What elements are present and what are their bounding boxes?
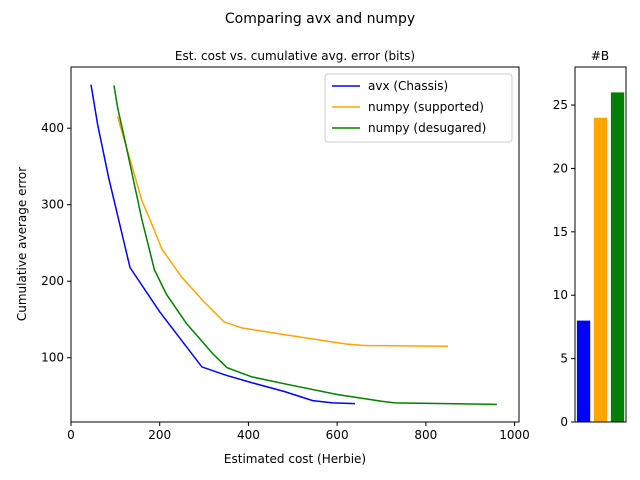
bar-y-tick-label: 15 [553, 225, 568, 239]
bar-chart: #B 0 5 10 15 20 25 [553, 49, 627, 429]
x-tick-label: 0 [67, 428, 75, 442]
bar-y-tick-label: 5 [560, 352, 568, 366]
bar-0 [576, 320, 591, 422]
bar-y-tick-label: 0 [560, 415, 568, 429]
figure-suptitle: Comparing avx and numpy [225, 11, 415, 27]
y-tick-label: 200 [41, 274, 64, 288]
x-tick-label: 800 [414, 428, 437, 442]
y-tick-label: 400 [41, 121, 64, 135]
bar-1 [593, 117, 608, 422]
series-line-2 [113, 85, 497, 406]
bar-y-axis-ticks: 0 5 10 15 20 25 [553, 98, 575, 429]
series-line-1 [116, 116, 449, 348]
main-y-axis-ticks: 100 200 300 400 [41, 121, 71, 365]
x-tick-label: 1000 [499, 428, 530, 442]
legend-label-avx: avx (Chassis) [368, 79, 448, 93]
bar-y-tick-label: 25 [553, 98, 568, 112]
bar-plot-frame [574, 66, 627, 423]
bar-y-tick-label: 20 [553, 161, 568, 175]
bar-2 [610, 92, 625, 423]
bar-chart-title: #B [591, 49, 609, 63]
main-x-axis-ticks: 0 200 400 600 800 1000 [67, 422, 530, 442]
main-chart-title: Est. cost vs. cumulative avg. error (bit… [175, 49, 415, 63]
legend: avx (Chassis) numpy (supported) numpy (d… [324, 73, 513, 143]
x-tick-label: 600 [326, 428, 349, 442]
x-tick-label: 400 [237, 428, 260, 442]
legend-box [324, 73, 513, 143]
main-x-axis-label: Estimated cost (Herbie) [224, 452, 366, 466]
main-plot-frame [70, 66, 520, 423]
main-line-chart: Est. cost vs. cumulative avg. error (bit… [15, 49, 530, 466]
y-tick-label: 100 [41, 351, 64, 365]
x-tick-label: 200 [148, 428, 171, 442]
y-tick-label: 300 [41, 198, 64, 212]
series-line-0 [90, 84, 355, 405]
bar-y-tick-label: 10 [553, 288, 568, 302]
main-series-group [90, 84, 497, 406]
legend-label-numpy-desugared: numpy (desugared) [368, 121, 486, 135]
main-y-axis-label: Cumulative average error [15, 167, 29, 321]
legend-label-numpy-supported: numpy (supported) [368, 100, 484, 114]
bar-marks-group [576, 92, 625, 423]
